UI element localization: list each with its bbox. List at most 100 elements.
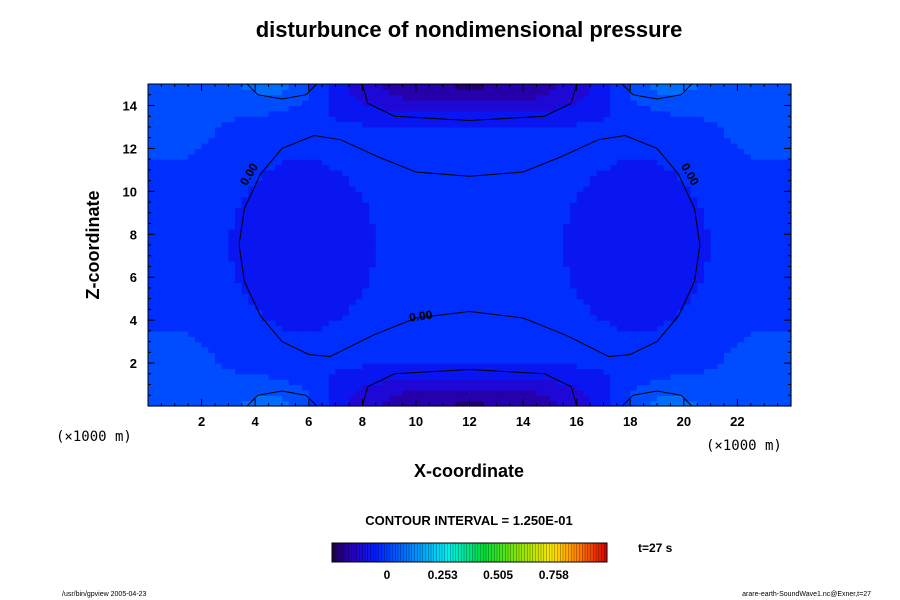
field-cell [248, 207, 256, 214]
field-cell [650, 153, 658, 160]
field-cell [603, 245, 611, 251]
field-cell [161, 121, 169, 128]
field-cell [636, 330, 645, 337]
field-cell [275, 212, 283, 219]
field-cell [462, 287, 471, 294]
field-cell [489, 105, 497, 112]
field-cell [241, 320, 250, 327]
field-cell [348, 314, 357, 321]
field-cell [536, 357, 544, 364]
field-cell [295, 277, 303, 284]
field-cell [268, 346, 276, 353]
field-cell [362, 180, 370, 187]
field-cell [362, 373, 370, 380]
field-cell [563, 180, 571, 187]
field-cell [630, 89, 638, 96]
field-cell [322, 298, 330, 305]
field-cell [456, 148, 464, 155]
field-cell [663, 287, 672, 294]
field-cell [703, 395, 712, 402]
field-cell [288, 148, 296, 155]
field-cell [442, 325, 451, 332]
field-cell [630, 400, 638, 407]
field-cell [677, 379, 685, 386]
field-cell [154, 143, 162, 149]
field-cell [161, 212, 169, 219]
field-cell [194, 239, 203, 246]
field-cell [194, 389, 203, 396]
field-cell [462, 234, 471, 241]
field-cell [355, 309, 363, 316]
field-cell [288, 368, 296, 375]
field-cell [670, 164, 678, 171]
field-cell [194, 304, 203, 310]
field-cell [636, 341, 645, 348]
field-cell [489, 379, 497, 386]
field-cell [643, 304, 651, 310]
field-cell [663, 245, 672, 251]
field-cell [429, 121, 437, 128]
field-cell [610, 116, 618, 123]
field-cell [529, 202, 538, 209]
field-cell [429, 261, 437, 268]
field-cell [476, 352, 484, 359]
field-cell [181, 255, 189, 262]
field-cell [342, 277, 350, 284]
field-cell [663, 250, 672, 257]
field-cell [489, 84, 497, 90]
field-cell [576, 137, 584, 144]
field-cell [422, 336, 430, 343]
field-cell [502, 207, 511, 214]
field-cell [322, 271, 330, 278]
field-cell [636, 277, 645, 284]
field-cell [268, 196, 276, 203]
field-cell [248, 379, 256, 386]
field-cell [502, 180, 511, 187]
field-cell [302, 126, 310, 133]
field-cell [523, 357, 531, 364]
field-cell [402, 255, 410, 262]
field-cell [516, 389, 524, 396]
field-cell [248, 191, 256, 198]
field-cell [502, 325, 511, 332]
field-cell [382, 304, 390, 310]
field-cell [683, 389, 692, 396]
field-cell [288, 223, 296, 230]
field-cell [248, 148, 256, 155]
field-cell [636, 304, 645, 310]
field-cell [148, 137, 156, 144]
field-cell [636, 116, 645, 123]
field-cell [174, 180, 183, 187]
field-cell [429, 100, 437, 107]
field-cell [268, 395, 276, 402]
field-cell [636, 207, 645, 214]
field-cell [181, 218, 189, 225]
field-cell [536, 277, 544, 284]
field-cell [308, 121, 317, 128]
field-cell [610, 357, 618, 364]
field-cell [650, 180, 658, 187]
field-cell [583, 132, 591, 139]
field-cell [389, 395, 397, 402]
field-cell [469, 159, 477, 166]
field-cell [154, 400, 162, 407]
field-cell [663, 373, 672, 380]
field-cell [690, 89, 698, 96]
field-cell [208, 180, 216, 187]
field-cell [342, 389, 350, 396]
field-cell [355, 271, 363, 278]
field-cell [650, 169, 658, 176]
field-cell [161, 143, 169, 149]
field-cell [328, 234, 337, 241]
field-cell [697, 389, 705, 396]
field-cell [214, 373, 223, 380]
field-cell [549, 255, 558, 262]
field-cell [409, 148, 417, 155]
field-cell [295, 261, 303, 268]
field-cell [476, 245, 484, 251]
field-cell [335, 352, 343, 359]
field-cell [248, 336, 256, 343]
field-cell [348, 245, 357, 251]
field-cell [476, 277, 484, 284]
field-cell [181, 196, 189, 203]
